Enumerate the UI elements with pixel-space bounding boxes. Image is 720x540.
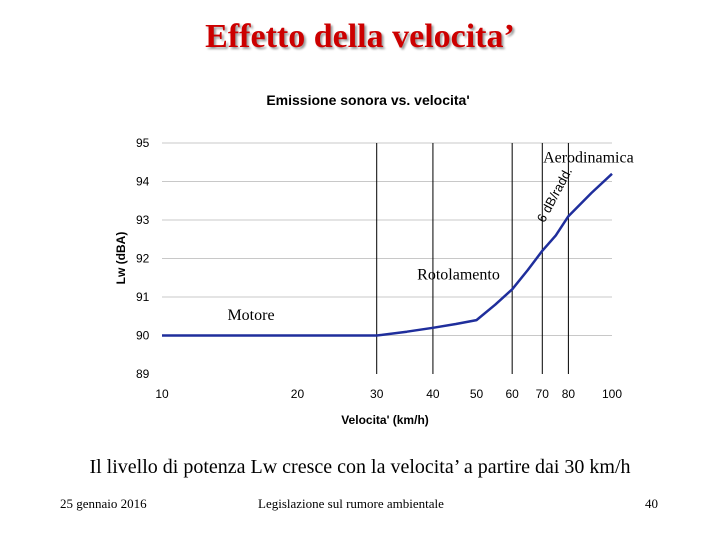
chart-grid <box>162 142 612 374</box>
y-tick-label: 92 <box>136 252 150 266</box>
series-line <box>162 172 613 337</box>
speed-noise-chart: Emissione sonora vs. velocita' 959493929… <box>114 92 634 427</box>
x-tick-label: 70 <box>536 387 550 401</box>
x-tick-label: 100 <box>602 387 622 401</box>
y-tick-label: 93 <box>136 213 150 227</box>
chart-title: Emissione sonora vs. velocita' <box>266 92 469 108</box>
y-tick-label: 89 <box>136 367 150 381</box>
series-layer <box>162 172 613 337</box>
x-axis-label: Velocita' (km/h) <box>341 413 429 427</box>
annotation-aerodinamica: Aerodinamica <box>543 149 634 166</box>
x-tick-label: 50 <box>470 387 484 401</box>
slide-caption: Il livello di potenza Lw cresce con la v… <box>89 456 631 478</box>
x-tick-label: 20 <box>291 387 305 401</box>
annotation-rotolamento: Rotolamento <box>417 267 500 284</box>
x-tick-label: 80 <box>562 387 576 401</box>
x-axis-ticks: 10 20 30 40 50 60 70 80 100 <box>155 387 622 401</box>
x-tick-label: 10 <box>155 387 169 401</box>
page-number: 40 <box>645 496 658 511</box>
footer-date: 25 gennaio 2016 <box>60 496 147 511</box>
slide-title: Effetto della velocita’ <box>205 18 515 55</box>
y-tick-label: 91 <box>136 290 150 304</box>
y-tick-label: 95 <box>136 136 150 150</box>
y-axis-label: Lw (dBA) <box>114 232 128 285</box>
x-tick-label: 60 <box>505 387 519 401</box>
y-axis-ticks: 95 94 93 92 91 90 89 <box>136 136 150 381</box>
annotation-motore: Motore <box>227 307 274 324</box>
x-tick-label: 30 <box>370 387 384 401</box>
footer-center-text: Legislazione sul rumore ambientale <box>258 496 444 511</box>
y-tick-label: 90 <box>136 329 150 343</box>
x-tick-label: 40 <box>426 387 440 401</box>
y-tick-label: 94 <box>136 175 150 189</box>
